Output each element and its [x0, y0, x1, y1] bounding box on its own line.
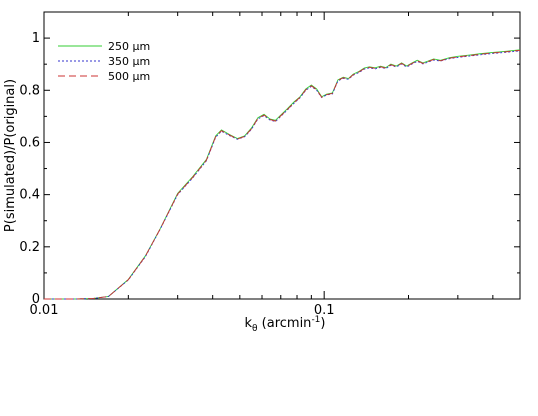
legend-label-3: 500 µm	[108, 70, 150, 83]
y-tick-label: 1	[32, 31, 40, 46]
x-axis-label-unit: (arcmin	[258, 316, 312, 331]
plot-frame	[43, 11, 521, 300]
legend: 250 µm 350 µm 500 µm	[58, 40, 150, 83]
y-tick-label: 0.6	[19, 135, 40, 150]
y-tick-label: 0.8	[19, 83, 40, 98]
legend-label-1: 250 µm	[108, 40, 150, 53]
legend-label-2: 350 µm	[108, 55, 150, 68]
y-ticks: 0 0.2 0.4 0.6 0.8 1	[19, 11, 520, 307]
y-tick-label: 0.4	[19, 188, 40, 203]
series-lines	[44, 49, 521, 300]
x-axis-label: kθ (arcmin-1)	[244, 315, 325, 334]
x-tick-label: 0.01	[30, 303, 59, 318]
y-tick-label: 0	[32, 292, 40, 307]
x-axis-label-exponent: -1	[311, 315, 320, 325]
x-minor-ticks	[127, 12, 521, 299]
x-ticks: 0.01 0.1	[30, 12, 335, 318]
y-tick-label: 0.2	[19, 240, 40, 255]
x-axis-label-subscript: θ	[252, 324, 258, 334]
x-tick-label: 0.1	[314, 303, 335, 318]
y-axis-label: P(simulated)/P(original)	[3, 79, 18, 232]
x-axis-label-main: k	[244, 316, 252, 331]
series-line-1	[44, 49, 521, 300]
series-line-3	[44, 49, 521, 300]
x-axis-label-close: )	[320, 316, 325, 331]
series-line-2	[44, 50, 521, 300]
